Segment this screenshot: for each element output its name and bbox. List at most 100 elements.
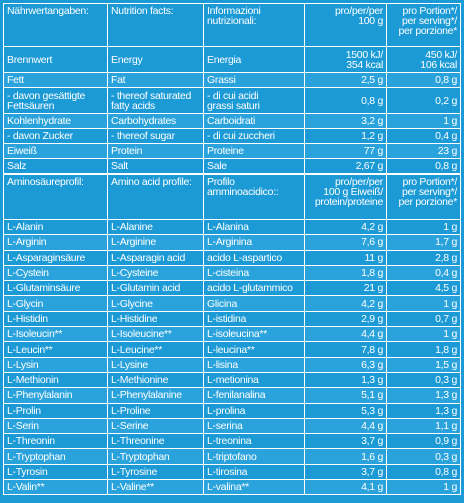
cell: L-Alanin xyxy=(3,218,108,236)
cell: 450 kJ/ 106 kcal xyxy=(386,46,461,73)
cell: Kohlenhydrate xyxy=(3,113,108,129)
data-row: L-Glutaminsäure L-Glutamin acid acido L-gl… xyxy=(3,280,461,297)
header-cell: pro/per/per 100 g Eiweiß/ protein/protei… xyxy=(304,174,387,220)
cell: Energia xyxy=(203,46,305,73)
cell: L-Lysin xyxy=(3,356,108,373)
cell: Glicina xyxy=(203,295,305,312)
cell: L-Tryptophan xyxy=(3,448,108,465)
cell: 5,3 g xyxy=(304,402,387,419)
cell: Sale xyxy=(203,158,305,174)
cell: L-Glycine xyxy=(107,295,204,312)
cell: 4,1 g xyxy=(304,479,387,496)
cell: L-Cysteine xyxy=(107,264,204,282)
cell: 77 g xyxy=(304,143,387,159)
cell: 1,1 g xyxy=(386,417,461,435)
cell: L-Tryptophan xyxy=(107,448,204,465)
cell: 7,6 g xyxy=(304,234,387,251)
cell: L-istidina xyxy=(203,310,305,328)
data-row: L-Histidin L-Histidine L-istidina 2,9 g 0,7 … xyxy=(3,310,461,328)
data-row: Fett Fat Grassi 2,5 g 0,8 g xyxy=(3,72,461,88)
cell: Fat xyxy=(107,72,204,88)
cell: Proteine xyxy=(203,143,305,159)
cell: L-valina** xyxy=(203,479,305,496)
cell: L-isoleucina** xyxy=(203,326,305,343)
cell: 23 g xyxy=(386,143,461,159)
cell: Energy xyxy=(107,46,204,73)
header-cell: Nährwertangaben: xyxy=(3,3,108,47)
cell: L-Proline xyxy=(107,402,204,419)
cell: L-Phenylalanine xyxy=(107,387,204,404)
cell: L-Threonin xyxy=(3,433,108,450)
cell: L-Arginin xyxy=(3,234,108,251)
header-row: Nährwertangaben: Nutrition facts: Informaz… xyxy=(3,3,461,47)
cell: L-Glutamin acid xyxy=(107,280,204,297)
cell: - thereof saturated fatty acids xyxy=(107,87,204,114)
cell: L-serina xyxy=(203,417,305,435)
cell: 4,2 g xyxy=(304,295,387,312)
cell: 2,5 g xyxy=(304,72,387,88)
cell: L-Alanine xyxy=(107,218,204,236)
cell: 7,8 g xyxy=(304,341,387,358)
cell: 3,7 g xyxy=(304,433,387,450)
cell: 1,2 g xyxy=(304,128,387,144)
tables: Nährwertangaben: Nutrition facts: Informaz… xyxy=(3,3,461,496)
cell: 1,5 g xyxy=(386,356,461,373)
cell: L-Cystein xyxy=(3,264,108,282)
cell: L-Tyrosine xyxy=(107,463,204,481)
cell: Grassi xyxy=(203,72,305,88)
header-cell: Aminosäureprofil: xyxy=(3,174,108,220)
cell: L-Leucine** xyxy=(107,341,204,358)
nutrition-table: Nährwertangaben: Nutrition facts: Informaz… xyxy=(3,3,461,174)
cell: L-Isoleucin** xyxy=(3,326,108,343)
cell: 1 g xyxy=(386,218,461,236)
cell: L-Methionine xyxy=(107,371,204,389)
cell: 2,8 g xyxy=(386,249,461,266)
cell: 1,6 g xyxy=(304,448,387,465)
cell: L-Arginine xyxy=(107,234,204,251)
cell: 1 g xyxy=(386,295,461,312)
cell: Salt xyxy=(107,158,204,174)
cell: Salz xyxy=(3,158,108,174)
cell: L-Asparagin acid xyxy=(107,249,204,266)
cell: L-Histidine xyxy=(107,310,204,328)
cell: 0,8 g xyxy=(386,463,461,481)
cell: L-Threonine xyxy=(107,433,204,450)
cell: acido L-aspartico xyxy=(203,249,305,266)
cell: 4,2 g xyxy=(304,218,387,236)
cell: 1,3 g xyxy=(304,371,387,389)
cell: acido L-glutammico xyxy=(203,280,305,297)
cell: Eiweiß xyxy=(3,143,108,159)
data-row: L-Arginin L-Arginine L-Arginina 7,6 g 1,7 g xyxy=(3,234,461,251)
header-cell: pro Portion*/ per serving*/ per porzione… xyxy=(386,3,461,47)
data-row: L-Lysin L-Lysine L-lisina 6,3 g 1,5 g xyxy=(3,356,461,373)
cell: 5,1 g xyxy=(304,387,387,404)
cell: 1,8 g xyxy=(304,264,387,282)
cell: L-Glutaminsäure xyxy=(3,280,108,297)
data-row: L-Cystein L-Cysteine L-cisteina 1,8 g 0,4 g xyxy=(3,264,461,282)
cell: Fett xyxy=(3,72,108,88)
cell: Brennwert xyxy=(3,46,108,73)
cell: L-lisina xyxy=(203,356,305,373)
data-row: L-Serin L-Serine L-serina 4,4 g 1,1 g xyxy=(3,417,461,435)
cell: L-Phenylalanin xyxy=(3,387,108,404)
data-row: Eiweiß Protein Proteine 77 g 23 g xyxy=(3,143,461,159)
cell: 6,3 g xyxy=(304,356,387,373)
cell: 0,3 g xyxy=(386,371,461,389)
cell: 0,4 g xyxy=(386,264,461,282)
cell: - di cui acidi grassi saturi xyxy=(203,87,305,114)
header-cell: Nutrition facts: xyxy=(107,3,204,47)
header-cell: Amino acid profile: xyxy=(107,174,204,220)
data-row: - davon Zucker - thereof sugar - di cui zu… xyxy=(3,128,461,144)
data-row: L-Isoleucin** L-Isoleucine** L-isoleucina*… xyxy=(3,326,461,343)
cell: 0,7 g xyxy=(386,310,461,328)
cell: - davon Zucker xyxy=(3,128,108,144)
cell: L-Lysine xyxy=(107,356,204,373)
cell: - di cui zuccheri xyxy=(203,128,305,144)
cell: L-Serin xyxy=(3,417,108,435)
cell: L-Methionin xyxy=(3,371,108,389)
cell: L-Asparaginsäure xyxy=(3,249,108,266)
cell: 0,4 g xyxy=(386,128,461,144)
